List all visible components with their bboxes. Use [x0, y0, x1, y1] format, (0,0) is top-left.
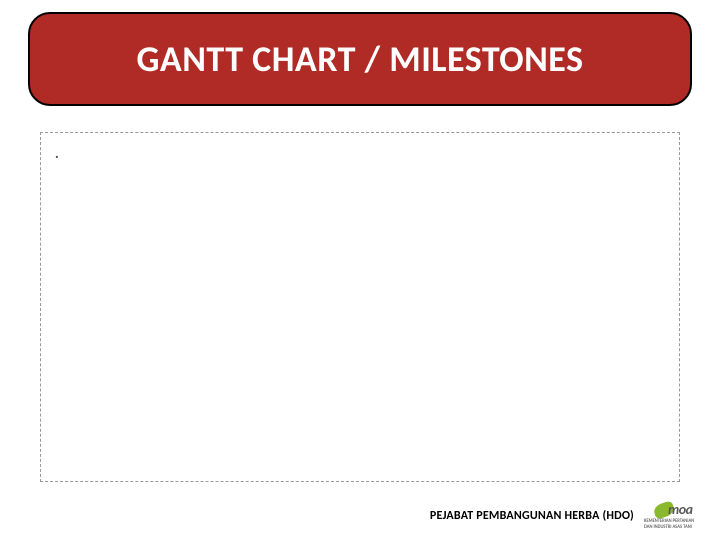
footer: PEJABAT PEMBANGUNAN HERBA (HDO) moa KEME…	[0, 500, 720, 532]
moa-logo-mark: moa	[654, 501, 698, 519]
moa-logo: moa KEMENTERIAN PERTANIAN DAN INDUSTRI A…	[644, 501, 708, 531]
title-banner: GANTT CHART / MILESTONES	[28, 12, 692, 106]
moa-logo-subtitle-2: DAN INDUSTRI ASAS TANI	[644, 526, 708, 531]
footer-text: PEJABAT PEMBANGUNAN HERBA (HDO)	[430, 509, 634, 523]
placeholder-text: .	[55, 145, 665, 162]
content-placeholder-box: .	[40, 132, 680, 482]
moa-logo-text: moa	[668, 501, 693, 518]
page-title: GANTT CHART / MILESTONES	[136, 37, 583, 81]
